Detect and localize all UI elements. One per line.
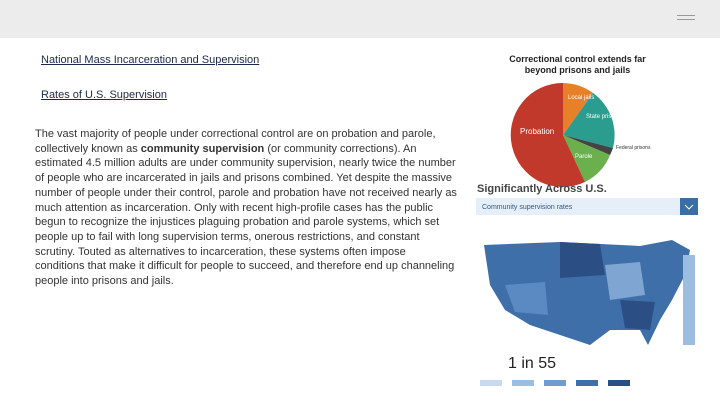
text: (or community corrections). An estimated…	[35, 142, 457, 288]
pie-title-box: Correctional control extends far beyond …	[509, 54, 646, 75]
dropdown-label: Community supervision rates	[482, 204, 573, 211]
top-bar	[0, 0, 720, 38]
legend	[480, 380, 630, 386]
map-title: Significantly Across U.S.	[477, 183, 607, 195]
menu-icon[interactable]	[677, 15, 695, 23]
dropdown-button[interactable]	[680, 198, 698, 215]
link[interactable]: Rates of U.S. Supervision	[41, 89, 167, 101]
slice	[563, 83, 593, 135]
paragraph: The vast majority of people under correc…	[35, 127, 457, 289]
label: Probation	[520, 127, 554, 136]
slice	[563, 135, 613, 155]
label: Parole	[575, 154, 593, 160]
pie-title: Correctional control extends far beyond …	[509, 54, 646, 75]
slice	[510, 82, 585, 187]
headline: 1 in 55	[508, 355, 556, 372]
chevron	[684, 204, 694, 210]
map	[484, 240, 695, 345]
label: State prisons	[586, 114, 621, 120]
dropdown[interactable]	[476, 198, 698, 215]
slice	[563, 93, 615, 148]
label: Federal prisons	[616, 145, 651, 151]
text: The vast majority of people under correc…	[35, 128, 436, 155]
bold-text: community supervision	[140, 142, 265, 155]
slice	[563, 135, 610, 182]
link[interactable]: National Mass Incarceration and Supervis…	[41, 54, 260, 66]
pie	[510, 82, 615, 187]
label: Local jails	[568, 95, 594, 101]
